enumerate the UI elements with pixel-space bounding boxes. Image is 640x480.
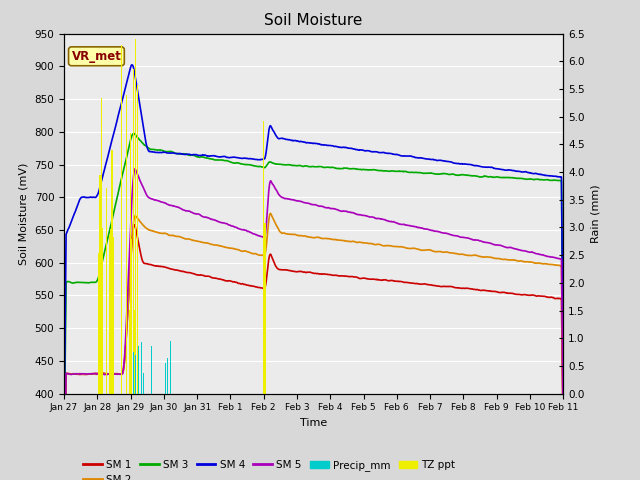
Bar (132, 70, 134, 394)
Title: Soil Moisture: Soil Moisture (264, 13, 363, 28)
X-axis label: Time: Time (300, 418, 327, 428)
Bar (264, 223, 266, 394)
Bar (132, 352, 134, 394)
Bar (164, 363, 166, 394)
Bar (106, 188, 107, 394)
Bar (143, 373, 145, 394)
Bar (134, 310, 135, 394)
Legend: SM 1, SM 2, SM 3, SM 4, SM 5, Precip_mm, TZ ppt: SM 1, SM 2, SM 3, SM 4, SM 5, Precip_mm,… (79, 456, 460, 480)
Bar (121, 45, 122, 394)
Text: VR_met: VR_met (72, 50, 122, 63)
Bar (98, 253, 99, 394)
Y-axis label: Rain (mm): Rain (mm) (590, 184, 600, 243)
Bar (110, 228, 111, 394)
Bar (113, 237, 114, 394)
Bar (138, 346, 139, 394)
Bar (126, 95, 127, 394)
Bar (263, 120, 264, 394)
Bar (109, 235, 110, 394)
Bar (167, 358, 168, 394)
Bar (131, 239, 132, 394)
Bar (100, 98, 102, 394)
Bar (136, 85, 138, 394)
Bar (111, 150, 113, 394)
Bar (135, 39, 136, 394)
Y-axis label: Soil Moisture (mV): Soil Moisture (mV) (19, 162, 29, 265)
Bar (99, 175, 100, 394)
Bar (129, 310, 130, 394)
Bar (170, 341, 171, 394)
Bar (135, 355, 136, 394)
Bar (151, 346, 152, 394)
Bar (130, 133, 131, 394)
Bar (141, 342, 142, 394)
Bar (102, 228, 103, 394)
